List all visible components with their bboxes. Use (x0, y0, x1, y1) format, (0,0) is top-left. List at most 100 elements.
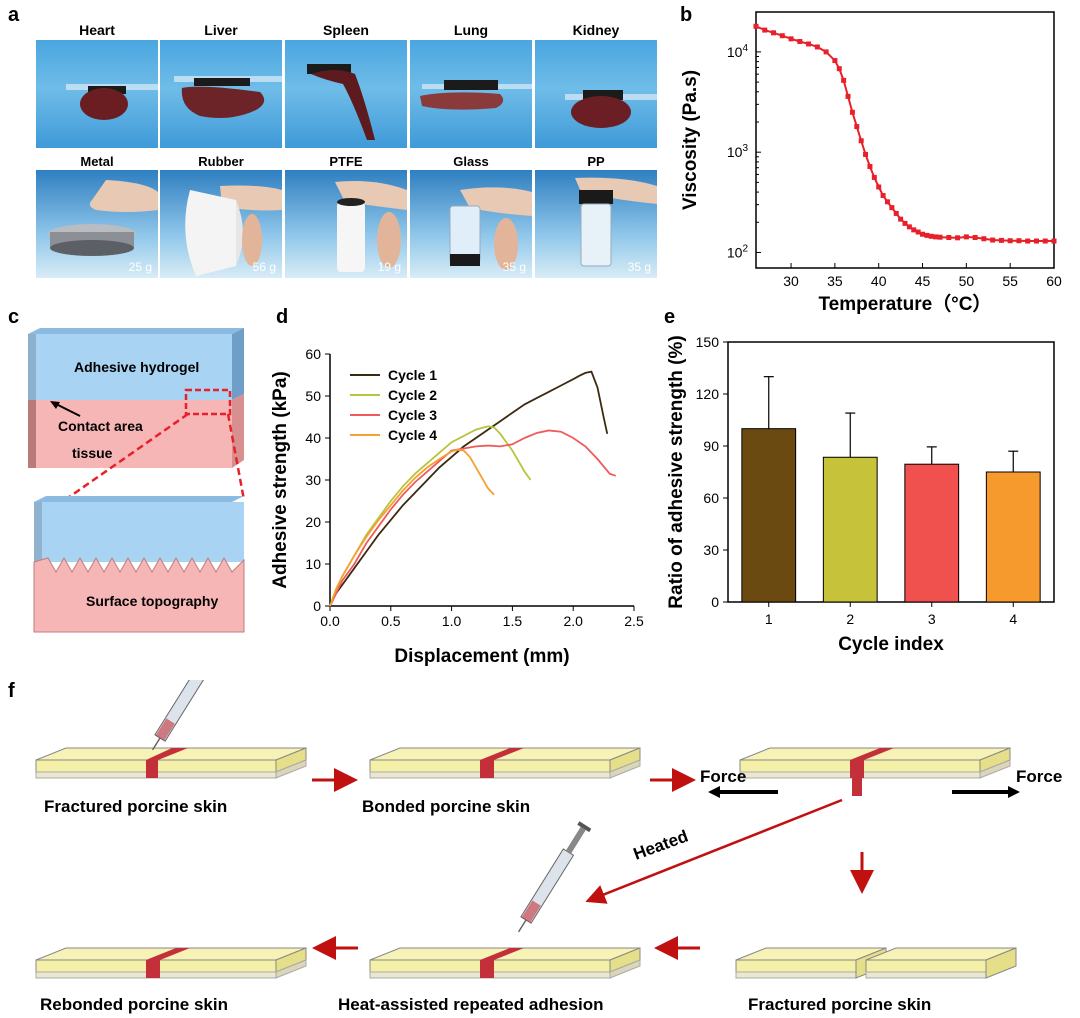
y-tick-label: 50 (305, 388, 321, 404)
x-tick-label: 0.5 (381, 613, 401, 629)
data-point (889, 205, 894, 210)
data-point (1025, 239, 1030, 244)
data-point (894, 211, 899, 216)
schematic-adhesion: Adhesive hydrogel Contact area tissue Su… (0, 310, 262, 680)
material-caption: PP (535, 154, 657, 169)
data-point (885, 199, 890, 204)
y-tick-label: 0 (711, 594, 719, 610)
label-heated: Heated (631, 827, 691, 864)
data-point (907, 224, 912, 229)
data-point (872, 175, 877, 180)
force-arrow-left-head (708, 786, 720, 798)
data-point (924, 233, 929, 238)
hydrogel-side (232, 328, 244, 400)
weight-label: 25 g (129, 260, 152, 274)
data-point (867, 164, 872, 169)
series-line-cycle-4 (330, 450, 494, 606)
data-point (938, 235, 943, 240)
data-point (916, 229, 921, 234)
label-step5: Heat-assisted repeated adhesion (338, 995, 603, 1014)
data-point (824, 49, 829, 54)
y-tick-label: 90 (703, 438, 719, 454)
arrow-heated (590, 800, 842, 900)
material-caption: Glass (410, 154, 532, 169)
x-tick-label: 40 (871, 273, 887, 289)
x-tick-label: 2.5 (624, 613, 644, 629)
data-point (929, 234, 934, 239)
data-point (859, 138, 864, 143)
x-tick-label: 50 (959, 273, 975, 289)
y-axis-label: Ratio of adhesive strength (%) (666, 335, 687, 608)
slab-step5 (370, 948, 640, 978)
organ-caption: Spleen (285, 22, 407, 38)
hydrogel-label: Adhesive hydrogel (74, 359, 199, 375)
syringe-icon (513, 821, 592, 935)
data-point (1008, 238, 1013, 243)
bar-cycle-4 (986, 472, 1040, 602)
series-line-cycle-2 (330, 426, 531, 606)
slab-step2 (370, 748, 640, 778)
data-point (815, 44, 820, 49)
photo-spleen (285, 40, 407, 148)
surface-label: Surface topography (86, 593, 218, 609)
y-tick-label: 10 (305, 556, 321, 572)
material-caption: Rubber (160, 154, 282, 169)
plot-frame (756, 12, 1054, 268)
data-point (898, 217, 903, 222)
weight-label: 35 g (503, 260, 526, 274)
data-point (771, 30, 776, 35)
tissue-label: tissue (72, 445, 113, 461)
photo-rubber: 56 g (160, 170, 282, 278)
data-point (780, 33, 785, 38)
x-tick-label: 30 (783, 273, 799, 289)
data-point (946, 235, 951, 240)
bar-cycle-3 (905, 464, 959, 602)
data-point (920, 232, 925, 237)
x-axis-label: Displacement (mm) (394, 646, 569, 667)
x-tick-label: 1 (765, 611, 773, 627)
slab-step6 (36, 948, 306, 978)
material-caption: Metal (36, 154, 158, 169)
contact-label: Contact area (58, 418, 143, 434)
data-point (1043, 239, 1048, 244)
photo-glass: 35 g (410, 170, 532, 278)
data-point (832, 58, 837, 63)
force-arrow-right-head (1008, 786, 1020, 798)
data-point (990, 238, 995, 243)
y-tick-label: 103 (727, 143, 749, 160)
x-tick-label: 45 (915, 273, 931, 289)
series-line-viscosity (756, 26, 1054, 241)
syringe-icon (147, 680, 226, 754)
y-tick-label: 0 (313, 598, 321, 614)
zoom-hydrogel-top (34, 496, 244, 502)
chart-adhesive-strength: 0.0 0.5 1.0 1.5 2.0 2.5 0 10 20 30 40 50 60 Cycle 1 Cy… (266, 310, 656, 680)
y-tick-label: 120 (696, 386, 720, 402)
y-axis-label: Adhesive strength (kPa) (270, 371, 291, 589)
legend-label: Cycle 3 (388, 407, 437, 423)
weight-label: 56 g (253, 260, 276, 274)
x-tick-label: 60 (1046, 273, 1062, 289)
y-tick-label: 102 (727, 243, 749, 260)
data-point (762, 28, 767, 33)
label-step4: Fractured porcine skin (748, 995, 931, 1014)
legend-label: Cycle 2 (388, 387, 437, 403)
x-tick-label: 4 (1009, 611, 1017, 627)
data-point (863, 152, 868, 157)
organ-caption: Heart (36, 22, 158, 38)
weight-label: 35 g (628, 260, 651, 274)
data-point (1052, 239, 1057, 244)
material-caption: PTFE (285, 154, 407, 169)
photo-pp: 35 g (535, 170, 657, 278)
x-axis-label: Cycle index (838, 634, 944, 655)
photo-lung (410, 40, 532, 148)
label-force-right: Force (1016, 767, 1062, 786)
y-tick-label: 104 (727, 43, 749, 60)
y-tick-label: 20 (305, 514, 321, 530)
bar-cycle-2 (823, 457, 877, 602)
x-tick-label: 2.0 (563, 613, 583, 629)
data-point (837, 66, 842, 71)
data-point (846, 94, 851, 99)
data-point (850, 110, 855, 115)
x-tick-label: 1.5 (503, 613, 523, 629)
data-point (841, 78, 846, 83)
